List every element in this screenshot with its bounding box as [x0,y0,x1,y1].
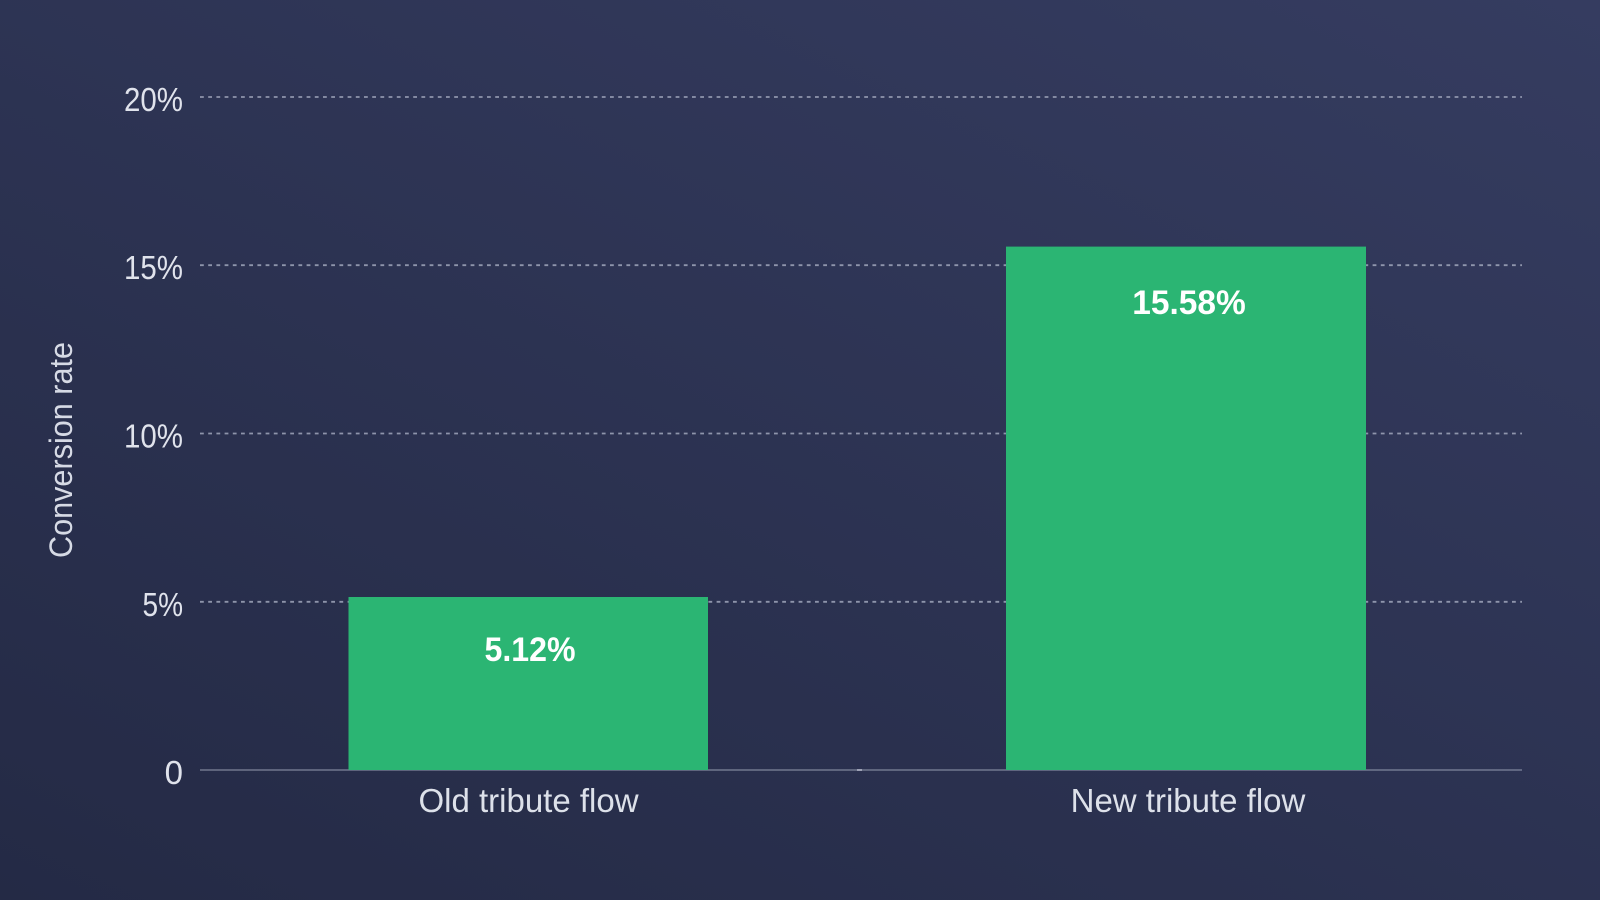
svg-text:0: 0 [165,754,183,791]
svg-text:10%: 10% [124,418,183,455]
svg-text:15.58%: 15.58% [1132,284,1246,322]
svg-text:Old tribute flow: Old tribute flow [418,782,638,819]
svg-text:Conversion rate: Conversion rate [43,342,79,558]
svg-text:15%: 15% [124,249,183,286]
svg-text:20%: 20% [124,81,183,118]
svg-text:5%: 5% [143,586,184,623]
svg-text:5.12%: 5.12% [485,631,576,669]
svg-text:New tribute flow: New tribute flow [1071,782,1306,819]
